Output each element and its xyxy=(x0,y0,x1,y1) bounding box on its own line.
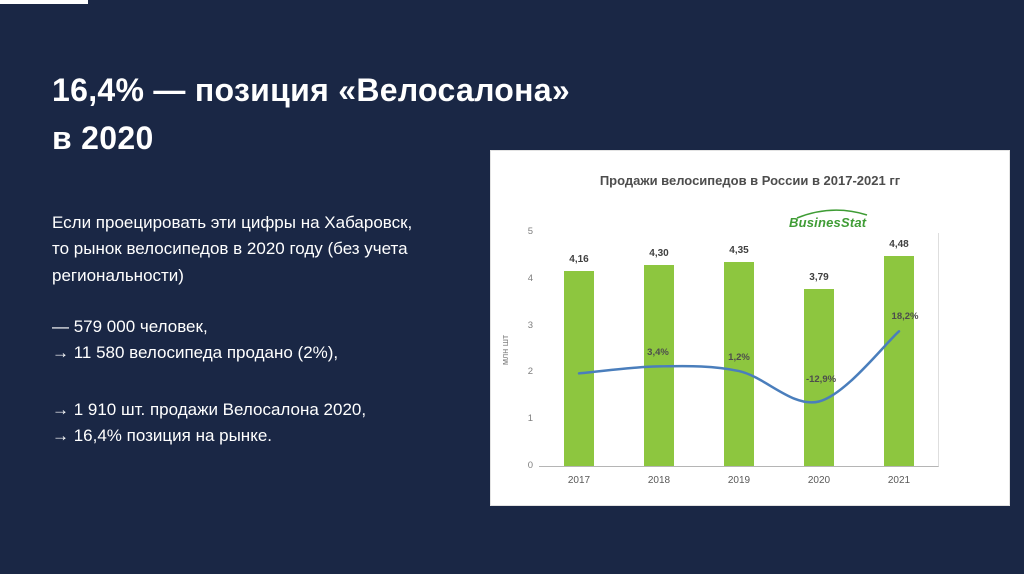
y-tick-label: 5 xyxy=(527,226,533,237)
fact-line: → 1 910 шт. продажи Велосалона 2020, xyxy=(52,399,367,419)
y-axis-title: млн шт xyxy=(500,334,510,365)
chart-card: Продажи велосипедов в России в 2017-2021… xyxy=(490,150,1010,506)
y-tick-label: 1 xyxy=(527,413,533,425)
fact-line: — 579 000 человек, xyxy=(52,317,208,337)
y-tick-label: 2 xyxy=(527,366,533,378)
page-title: 16,4% — позиция «Велосалона» в 2020 xyxy=(52,66,570,162)
y-tick-label: 0 xyxy=(527,460,533,471)
bar-2019 xyxy=(724,262,754,466)
slide-edge-artifact xyxy=(0,0,88,4)
bar-value-label: 4,48 xyxy=(889,239,909,251)
x-tick-label: 2021 xyxy=(887,475,911,486)
bar-2018 xyxy=(644,264,674,466)
businesstat-logo: BusinesStat xyxy=(789,209,868,230)
x-tick-label: 2018 xyxy=(647,475,671,486)
body-paragraph: Если проецировать эти цифры на Хабаровск… xyxy=(52,213,413,285)
bar-value-label: 4,30 xyxy=(649,247,669,259)
fact-line: → 11 580 велосипеда продано (2%), xyxy=(52,343,339,363)
x-tick-label: 2017 xyxy=(567,475,591,486)
facts-group-1: — 579 000 человек, → 11 580 велосипеда п… xyxy=(52,314,420,367)
line-point-label: -12,9% xyxy=(805,374,837,386)
page-title-line-1: 16,4% — позиция «Велосалона» xyxy=(52,72,570,108)
y-tick-label: 4 xyxy=(527,272,533,284)
body-text: Если проецировать эти цифры на Хабаровск… xyxy=(52,210,420,449)
plot-area: млн шт 0 1 2 3 4 5 4,16 2017 4,30 2018 4,35 2019 3,7… xyxy=(500,226,939,486)
fact-line: → 16,4% позиция на рынке. xyxy=(52,426,273,446)
line-point-label: 3,4% xyxy=(647,347,669,359)
bar-2021 xyxy=(884,256,914,466)
x-tick-label: 2020 xyxy=(807,475,831,486)
logo-swoosh-icon xyxy=(796,209,868,219)
line-point-label: 1,2% xyxy=(728,352,750,364)
page-title-line-2: в 2020 xyxy=(52,120,154,156)
y-tick-label: 3 xyxy=(527,319,533,331)
line-point-label: 18,2% xyxy=(891,311,919,323)
businesstat-logo-text: BusinesStat xyxy=(789,215,867,230)
chart-title: Продажи велосипедов в России в 2017-2021… xyxy=(599,173,901,188)
bar-2017 xyxy=(564,271,594,466)
bar-value-label: 4,16 xyxy=(569,254,589,266)
bar-value-label: 4,35 xyxy=(729,245,749,257)
bar-value-label: 3,79 xyxy=(809,271,829,283)
x-tick-label: 2019 xyxy=(727,475,751,486)
facts-group-2: → 1 910 шт. продажи Велосалона 2020, → 1… xyxy=(52,397,420,450)
